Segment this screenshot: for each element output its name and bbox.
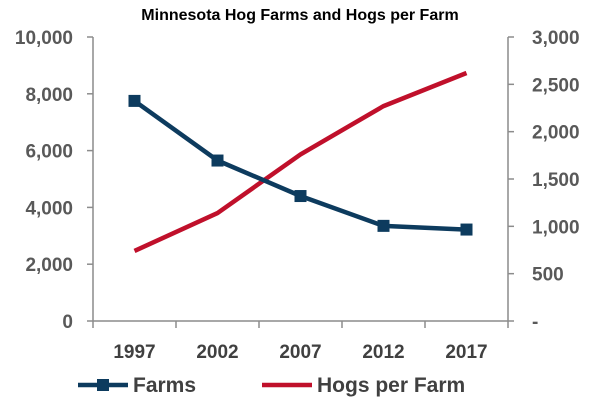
right-axis-tick-label: 1,500 [532,170,580,191]
left-axis-tick-label: 2,000 [25,255,73,276]
right-axis-tick-label: 3,000 [532,28,580,49]
left-axis-tick-label: 6,000 [25,142,73,163]
left-axis-tick-label: 10,000 [15,28,73,49]
hogs-per-farm-line [133,70,468,253]
farms-marker [460,223,473,236]
left-y-axis: 0 2,000 4,000 6,000 8,000 10,000 [15,28,94,333]
farms-legend-label: Farms [133,374,196,397]
x-axis-tick-label: 2007 [279,342,321,363]
farms-marker [211,154,224,167]
farms-marker [294,190,307,203]
x-axis: 1997 2002 2007 2012 2017 [92,320,509,363]
right-axis-tick-label: 1,000 [532,217,580,238]
x-axis-tick-label: 2017 [445,342,487,363]
x-axis-tick-label: 1997 [113,342,155,363]
farms-line [133,99,467,232]
left-axis-tick-label: 0 [62,312,73,333]
left-axis-tick-label: 8,000 [25,85,73,106]
hogs-per-farm-legend-label: Hogs per Farm [317,374,465,397]
x-axis-tick-label: 2012 [362,342,404,363]
farms-marker [377,219,390,232]
left-axis-tick-label: 4,000 [25,198,73,219]
right-axis-tick-label: - [532,312,538,333]
farms-legend-marker [97,379,109,391]
legend: Farms Hogs per Farm [78,374,465,397]
chart-title: Minnesota Hog Farms and Hogs per Farm [141,7,458,24]
right-axis-tick-label: 500 [532,265,564,286]
right-axis-tick-label: 2,500 [532,75,580,96]
x-axis-tick-label: 2002 [196,342,238,363]
farms-marker [128,94,141,107]
right-y-axis: - 500 1,000 1,500 2,000 2,500 3,000 [507,28,580,333]
series-layer [128,70,473,253]
right-axis-tick-label: 2,000 [532,123,580,144]
